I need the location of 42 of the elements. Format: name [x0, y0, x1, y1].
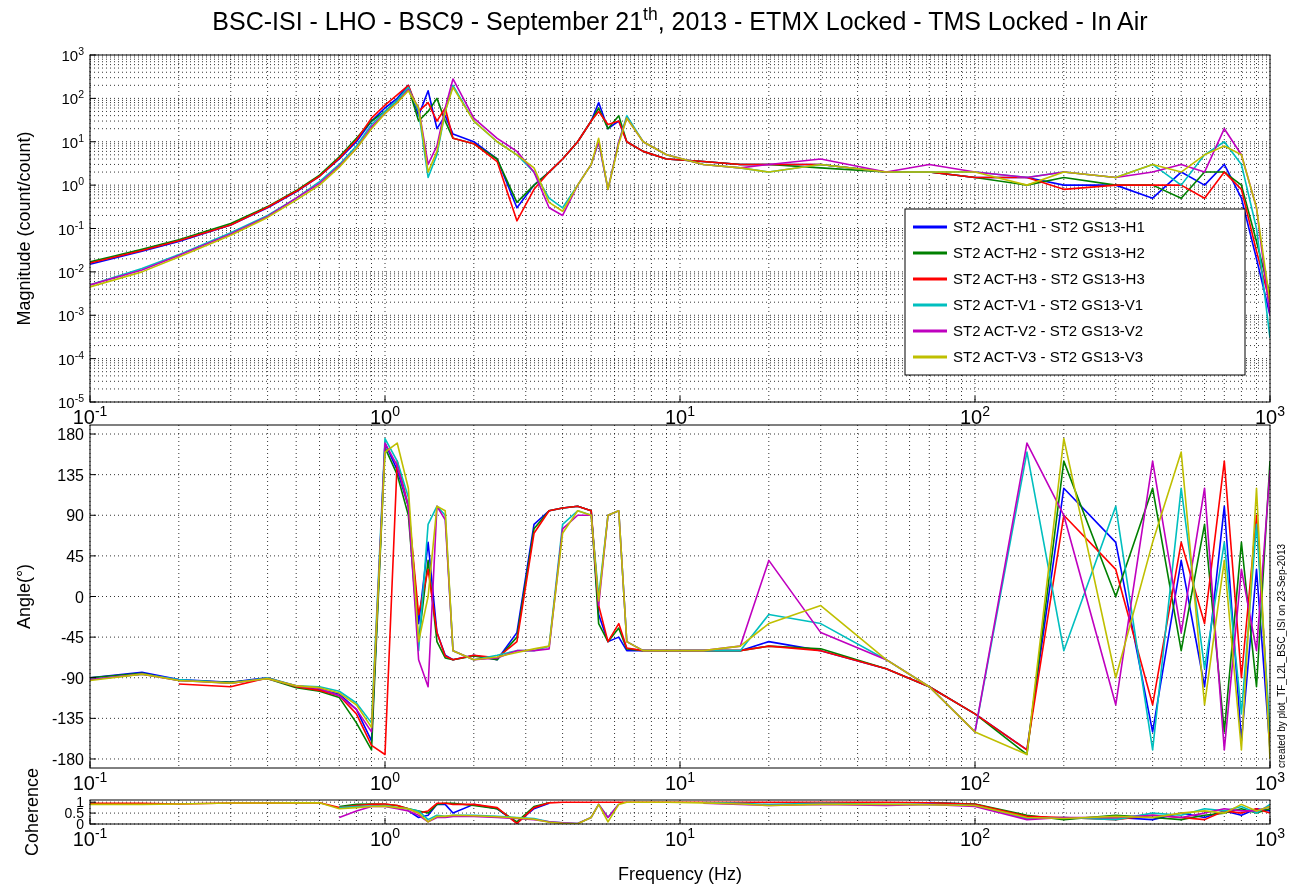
- chart-title: BSC-ISI - LHO - BSC9 - September 21$^{th}$, 2013 - ETMX Locked - TMS Locked - In Air: [212, 4, 1148, 35]
- y-tick-label: 10$^{0}$: [61, 175, 85, 195]
- x-tick-label: 10$^{2}$: [959, 769, 991, 794]
- y-axis-title: Magnitude (count/count): [14, 131, 34, 326]
- y-tick-label: -180: [51, 750, 85, 768]
- y-tick-label: 45: [66, 547, 85, 565]
- y-tick-label: 135: [57, 466, 85, 484]
- text: created by plot_TF_L2L_BSC_ISI on 23-Sep-2013: [1276, 543, 1287, 768]
- legend-label: ST2 ACT-H3 - ST2 GS13-H3: [953, 270, 1145, 287]
- y-tick-label: 10$^{-4}$: [57, 348, 85, 368]
- y-tick-label: 180: [57, 426, 85, 444]
- y-axis-title: Coherence: [22, 767, 42, 857]
- y-tick-label: 10$^{-3}$: [57, 305, 85, 325]
- y-tick-label: -90: [60, 669, 85, 687]
- x-tick-label: 10$^{3}$: [1254, 825, 1286, 850]
- legend-label: ST2 ACT-H2 - ST2 GS13-H2: [953, 244, 1145, 261]
- y-tick-label: 10$^{1}$: [61, 131, 85, 151]
- y-axis-title: Angle(°): [14, 563, 34, 630]
- x-tick-label: 10$^{1}$: [664, 769, 696, 794]
- x-tick-label: 10$^{0}$: [369, 403, 401, 428]
- y-tick-label: 10$^{-2}$: [57, 261, 85, 281]
- y-tick-label: 10$^{-1}$: [57, 218, 85, 238]
- x-tick-label: 10$^{0}$: [369, 769, 401, 794]
- legend-label: ST2 ACT-H1 - ST2 GS13-H1: [953, 218, 1145, 235]
- y-tick-label: 0: [75, 588, 85, 606]
- x-axis-title: Frequency (Hz): [617, 864, 743, 884]
- legend-label: ST2 ACT-V2 - ST2 GS13-V2: [953, 322, 1144, 339]
- x-tick-label: 10$^{2}$: [959, 403, 991, 428]
- y-tick-label: 90: [66, 507, 85, 525]
- x-tick-label: 10$^{3}$: [1254, 769, 1286, 794]
- y-tick-label: 10$^{2}$: [61, 88, 85, 108]
- y-tick-label: 10$^{3}$: [61, 45, 85, 64]
- x-tick-label: 10$^{3}$: [1254, 403, 1286, 428]
- legend-label: ST2 ACT-V3 - ST2 GS13-V3: [953, 348, 1144, 365]
- y-tick-label: 10$^{-5}$: [57, 392, 85, 411]
- x-tick-label: 10$^{0}$: [369, 825, 401, 850]
- legend-label: ST2 ACT-V1 - ST2 GS13-V1: [953, 296, 1144, 313]
- x-tick-label: 10$^{1}$: [664, 825, 696, 850]
- x-tick-label: 10$^{2}$: [959, 825, 991, 850]
- x-tick-label: 10$^{1}$: [664, 403, 696, 428]
- y-tick-label: -45: [60, 629, 85, 647]
- y-tick-label: -135: [51, 710, 85, 728]
